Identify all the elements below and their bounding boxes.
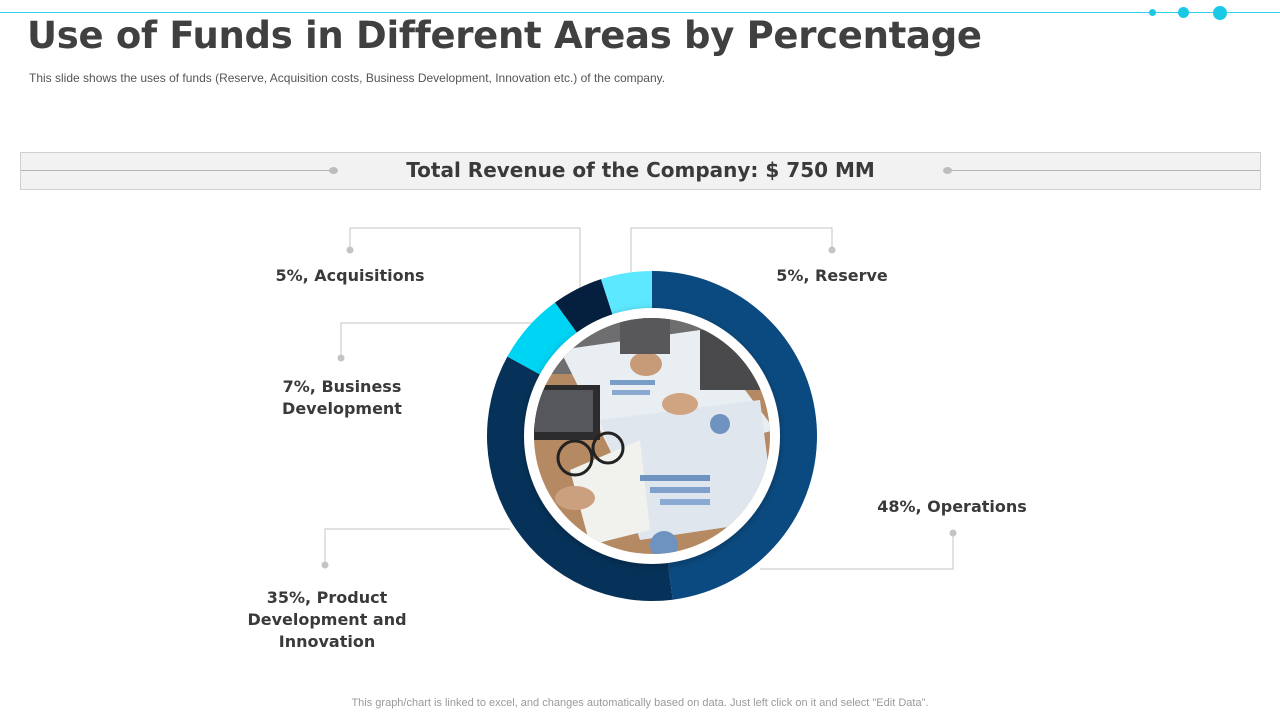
- slide-title: Use of Funds in Different Areas by Perce…: [27, 14, 982, 57]
- leader-dot-acquisitions: [346, 246, 354, 254]
- slide-subtitle: This slide shows the uses of funds (Rese…: [29, 71, 666, 85]
- revenue-banner: Total Revenue of the Company: $ 750 MM: [20, 152, 1261, 190]
- leader-line-reserve: [630, 227, 833, 274]
- accent-dot-large: [1213, 6, 1227, 20]
- label-product-development-line2: Development and: [247, 610, 407, 629]
- top-accent-line: [0, 12, 1280, 13]
- label-reserve: 5%, Reserve: [776, 266, 888, 285]
- revenue-banner-text: Total Revenue of the Company: $ 750 MM: [406, 158, 875, 182]
- leader-dot-reserve: [828, 246, 836, 254]
- label-product-development: 35%, Product Development and Innovation: [217, 587, 437, 653]
- accent-dot-small: [1149, 9, 1156, 16]
- label-acquisitions: 5%, Acquisitions: [275, 266, 425, 285]
- leader-dot-operations: [949, 529, 957, 537]
- leader-dot-business-development: [337, 354, 345, 362]
- label-operations: 48%, Operations: [877, 497, 1027, 516]
- leader-line-product-development: [324, 528, 510, 565]
- banner-line-left: [21, 170, 333, 171]
- accent-dot-medium: [1178, 7, 1189, 18]
- label-product-development-line3: Innovation: [278, 632, 376, 651]
- leader-dot-product-development: [321, 561, 329, 569]
- leader-line-business-development: [340, 322, 540, 358]
- leader-dots: [321, 246, 957, 569]
- leader-line-operations: [760, 533, 954, 570]
- leader-line-acquisitions: [349, 227, 581, 290]
- label-business-development-line1: 7%, Business: [282, 377, 402, 396]
- banner-line-right: [946, 170, 1260, 171]
- label-product-development-line1: 35%, Product: [266, 588, 388, 607]
- donut-slices: [487, 271, 817, 601]
- slice-operations: [652, 271, 817, 600]
- slice-product-development: [487, 356, 673, 601]
- footnote: This graph/chart is linked to excel, and…: [351, 697, 929, 709]
- label-business-development-line2: Development: [282, 399, 402, 418]
- label-business-development: 7%, Business Development: [242, 376, 442, 420]
- slice-business-development: [507, 302, 581, 378]
- slice-reserve: [601, 271, 652, 320]
- business-meeting-photo: [534, 318, 770, 554]
- banner-dot-left: [329, 167, 338, 174]
- leader-lines: [324, 227, 954, 570]
- banner-dot-right: [943, 167, 952, 174]
